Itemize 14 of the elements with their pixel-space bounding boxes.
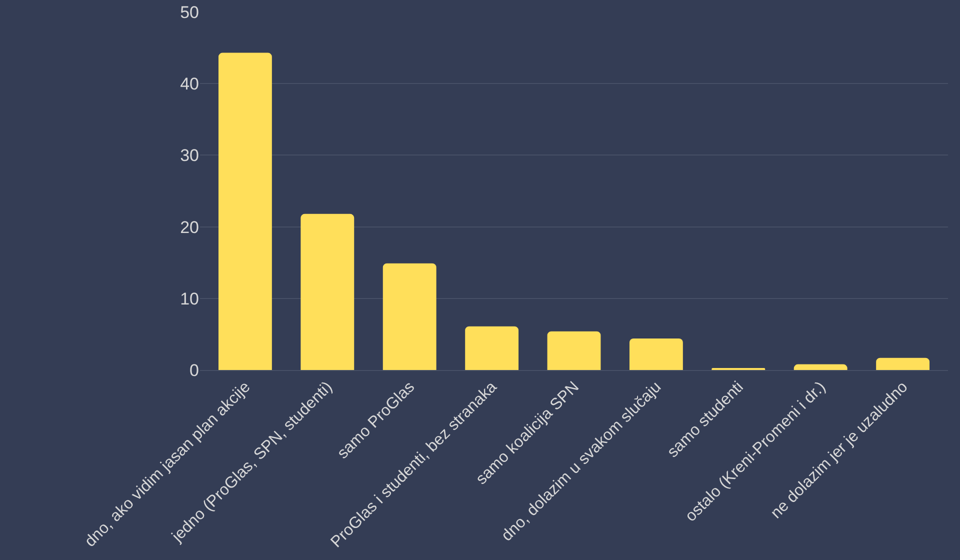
y-tick-label: 10 [180, 289, 199, 308]
y-tick-label: 40 [180, 74, 199, 94]
y-tick-label: 0 [190, 360, 199, 380]
bar [629, 338, 683, 370]
bar [547, 331, 601, 370]
bar [876, 358, 930, 370]
bar [300, 214, 354, 370]
bar [794, 364, 848, 370]
y-tick-label: 50 [180, 2, 199, 22]
bar [465, 326, 519, 370]
bar [218, 52, 272, 370]
y-tick-label: 30 [180, 146, 199, 166]
bar [382, 263, 436, 370]
y-tick-label: 20 [180, 218, 199, 237]
